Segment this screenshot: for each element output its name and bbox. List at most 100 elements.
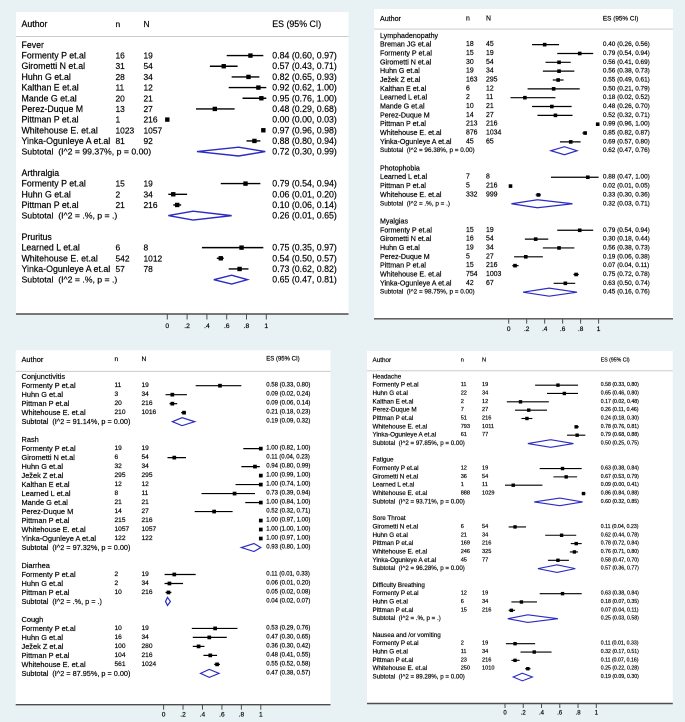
svg-text:34: 34 (144, 72, 154, 82)
svg-text:19: 19 (486, 50, 494, 57)
svg-text:8: 8 (486, 174, 490, 181)
svg-text:Subtotal (I^2 = .%, p = .): Subtotal (I^2 = .%, p = .) (373, 615, 441, 622)
svg-text:12: 12 (144, 83, 154, 93)
svg-text:0.19 (0.09, 0.30): 0.19 (0.09, 0.30) (601, 674, 639, 680)
svg-text:34: 34 (482, 532, 488, 538)
svg-text:0.88 (0.80, 0.94): 0.88 (0.80, 0.94) (272, 136, 337, 146)
svg-text:Formenty P et.al: Formenty P et.al (22, 570, 76, 579)
svg-text:Pittman P et.al: Pittman P et.al (22, 588, 70, 597)
svg-text:0.79 (0.54, 0.94): 0.79 (0.54, 0.94) (272, 179, 337, 189)
svg-text:0.65 (0.46, 0.80): 0.65 (0.46, 0.80) (601, 390, 639, 396)
svg-text:Perez-Duque M: Perez-Duque M (380, 111, 430, 119)
svg-text:246: 246 (461, 549, 470, 555)
svg-text:0.11 (0.01, 0.33): 0.11 (0.01, 0.33) (601, 641, 639, 647)
svg-text:6: 6 (116, 243, 121, 253)
svg-text:1.00 (0.99, 1.00): 1.00 (0.99, 1.00) (266, 473, 310, 479)
svg-text:0.47 (0.30, 0.65): 0.47 (0.30, 0.65) (266, 634, 310, 640)
svg-text:13: 13 (116, 104, 126, 114)
svg-text:21: 21 (142, 499, 150, 506)
svg-text:Girometti N et.al: Girometti N et.al (373, 473, 419, 480)
svg-text:19: 19 (466, 68, 474, 75)
svg-text:10: 10 (466, 103, 474, 110)
svg-text:Pittman P et.al: Pittman P et.al (373, 657, 414, 664)
svg-text:54: 54 (486, 59, 494, 66)
svg-text:2: 2 (466, 94, 470, 101)
svg-text:21: 21 (144, 93, 154, 103)
svg-text:0.11 (0.04, 0.23): 0.11 (0.04, 0.23) (266, 455, 310, 461)
svg-text:Yinka-Ogunleye A et.al: Yinka-Ogunleye A et.al (373, 432, 436, 439)
svg-text:0.52 (0.32, 0.71): 0.52 (0.32, 0.71) (266, 509, 310, 515)
svg-text:216: 216 (482, 541, 491, 547)
svg-text:Headache: Headache (373, 373, 402, 380)
svg-text:0.54 (0.50, 0.57): 0.54 (0.50, 0.57) (272, 253, 337, 263)
svg-text:Formenty P et.al: Formenty P et.al (380, 226, 432, 234)
svg-text:7: 7 (461, 407, 464, 413)
svg-text:Mande G et.al: Mande G et.al (22, 498, 69, 507)
svg-text:216: 216 (142, 517, 153, 524)
svg-text:2: 2 (115, 571, 119, 578)
svg-text:19: 19 (115, 445, 123, 452)
svg-text:.8: .8 (244, 323, 250, 330)
svg-text:215: 215 (115, 517, 126, 524)
svg-text:.6: .6 (224, 323, 230, 330)
svg-text:0.62 (0.47, 0.76): 0.62 (0.47, 0.76) (603, 147, 650, 154)
svg-text:0.53 (0.29, 0.76): 0.53 (0.29, 0.76) (266, 625, 310, 631)
svg-text:19: 19 (486, 227, 494, 234)
svg-text:34: 34 (142, 391, 150, 398)
svg-text:11: 11 (116, 83, 125, 93)
svg-text:0.85 (0.82, 0.87): 0.85 (0.82, 0.87) (603, 130, 650, 137)
svg-text:Formenty P et.al: Formenty P et.al (22, 381, 76, 390)
svg-text:Mande G et.al: Mande G et.al (380, 103, 425, 111)
svg-text:0.10 (0.06, 0.14): 0.10 (0.06, 0.14) (272, 200, 337, 210)
svg-text:Pittman P et.al: Pittman P et.al (373, 607, 414, 614)
svg-text:Whitehouse E. et.al: Whitehouse E. et.al (373, 548, 428, 555)
svg-text:1024: 1024 (142, 661, 157, 668)
svg-text:0.57 (0.36, 0.77): 0.57 (0.36, 0.77) (601, 566, 639, 572)
svg-text:0.67 (0.53, 0.79): 0.67 (0.53, 0.79) (601, 474, 639, 480)
svg-text:Whitehouse E. et.al: Whitehouse E. et.al (373, 490, 428, 497)
svg-text:Girometti N et.al: Girometti N et.al (380, 58, 432, 66)
svg-text:0.72 (0.30, 0.99): 0.72 (0.30, 0.99) (272, 147, 337, 157)
svg-text:42: 42 (466, 280, 474, 287)
svg-text:0.55 (0.49, 0.61): 0.55 (0.49, 0.61) (603, 77, 650, 84)
svg-text:0.32 (0.17, 0.51): 0.32 (0.17, 0.51) (601, 649, 639, 655)
svg-text:34: 34 (486, 68, 494, 75)
svg-text:0.45 (0.16, 0.76): 0.45 (0.16, 0.76) (603, 289, 650, 296)
svg-text:Huhn G et.al: Huhn G et.al (373, 532, 408, 539)
svg-text:54: 54 (486, 236, 494, 243)
svg-text:ES (95% CI): ES (95% CI) (601, 358, 630, 364)
svg-text:0.33 (0.30, 0.36): 0.33 (0.30, 0.36) (603, 191, 650, 198)
svg-text:0.24 (0.18, 0.30): 0.24 (0.18, 0.30) (601, 416, 639, 422)
svg-text:216: 216 (482, 607, 491, 613)
svg-text:.2: .2 (521, 710, 527, 716)
svg-text:Subtotal (I^2 = .%, p = .): Subtotal (I^2 = .%, p = .) (22, 597, 103, 606)
svg-text:n: n (115, 356, 119, 363)
svg-text:216: 216 (486, 262, 498, 269)
svg-text:1: 1 (116, 115, 121, 125)
svg-text:0.09 (0.00, 0.41): 0.09 (0.00, 0.41) (601, 482, 639, 488)
svg-text:61: 61 (461, 432, 467, 438)
svg-text:0.09 (0.06, 0.14): 0.09 (0.06, 0.14) (266, 401, 310, 407)
svg-text:.4: .4 (200, 712, 206, 719)
svg-text:0.92 (0.62, 1.00): 0.92 (0.62, 1.00) (272, 83, 337, 93)
svg-text:Pittman P et.al: Pittman P et.al (380, 120, 426, 128)
svg-text:1: 1 (595, 710, 599, 716)
svg-text:34: 34 (142, 463, 150, 470)
svg-text:Whitehouse E. et.al: Whitehouse E. et.al (380, 191, 442, 199)
svg-text:0.97 (0.96, 0.98): 0.97 (0.96, 0.98) (272, 125, 337, 135)
svg-text:16: 16 (466, 236, 474, 243)
svg-text:100: 100 (115, 643, 126, 650)
svg-text:54: 54 (142, 454, 150, 461)
svg-text:.4: .4 (204, 323, 210, 330)
svg-text:0.73 (0.62, 0.82): 0.73 (0.62, 0.82) (272, 264, 337, 274)
svg-text:0.78 (0.76, 0.81): 0.78 (0.76, 0.81) (601, 424, 639, 430)
svg-text:22: 22 (461, 390, 467, 396)
svg-text:34: 34 (142, 634, 150, 641)
svg-text:216: 216 (142, 589, 153, 596)
svg-text:793: 793 (461, 424, 470, 430)
svg-text:N: N (486, 16, 491, 23)
svg-text:0.63 (0.38, 0.84): 0.63 (0.38, 0.84) (601, 591, 639, 597)
svg-text:Ježek Z et.al: Ježek Z et.al (380, 76, 421, 84)
svg-text:0.48 (0.41, 0.55): 0.48 (0.41, 0.55) (266, 652, 310, 658)
svg-text:15: 15 (461, 607, 467, 613)
